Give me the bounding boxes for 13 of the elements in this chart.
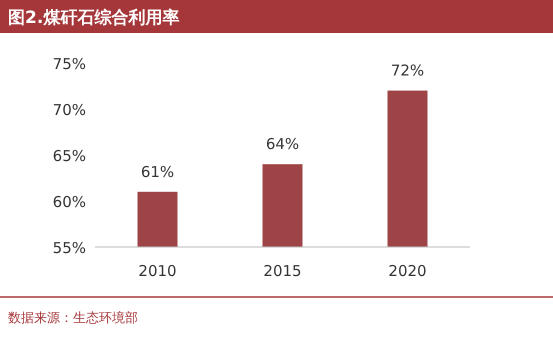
x-tick-label: 2010	[138, 262, 177, 280]
chart-title: 图2.煤矸石综合利用率	[8, 8, 180, 28]
x-tick-label: 2015	[263, 262, 302, 280]
data-label: 72%	[390, 62, 424, 80]
y-tick-label: 60%	[52, 193, 86, 211]
source-note: 数据来源：生态环境部	[8, 310, 138, 326]
y-tick-label: 55%	[52, 239, 86, 257]
y-tick-label: 75%	[52, 55, 86, 73]
x-tick-label: 2020	[388, 262, 427, 280]
data-label: 61%	[140, 162, 174, 181]
data-label: 64%	[266, 135, 300, 154]
y-tick-label: 65%	[52, 147, 86, 165]
y-tick-label: 70%	[52, 101, 86, 119]
